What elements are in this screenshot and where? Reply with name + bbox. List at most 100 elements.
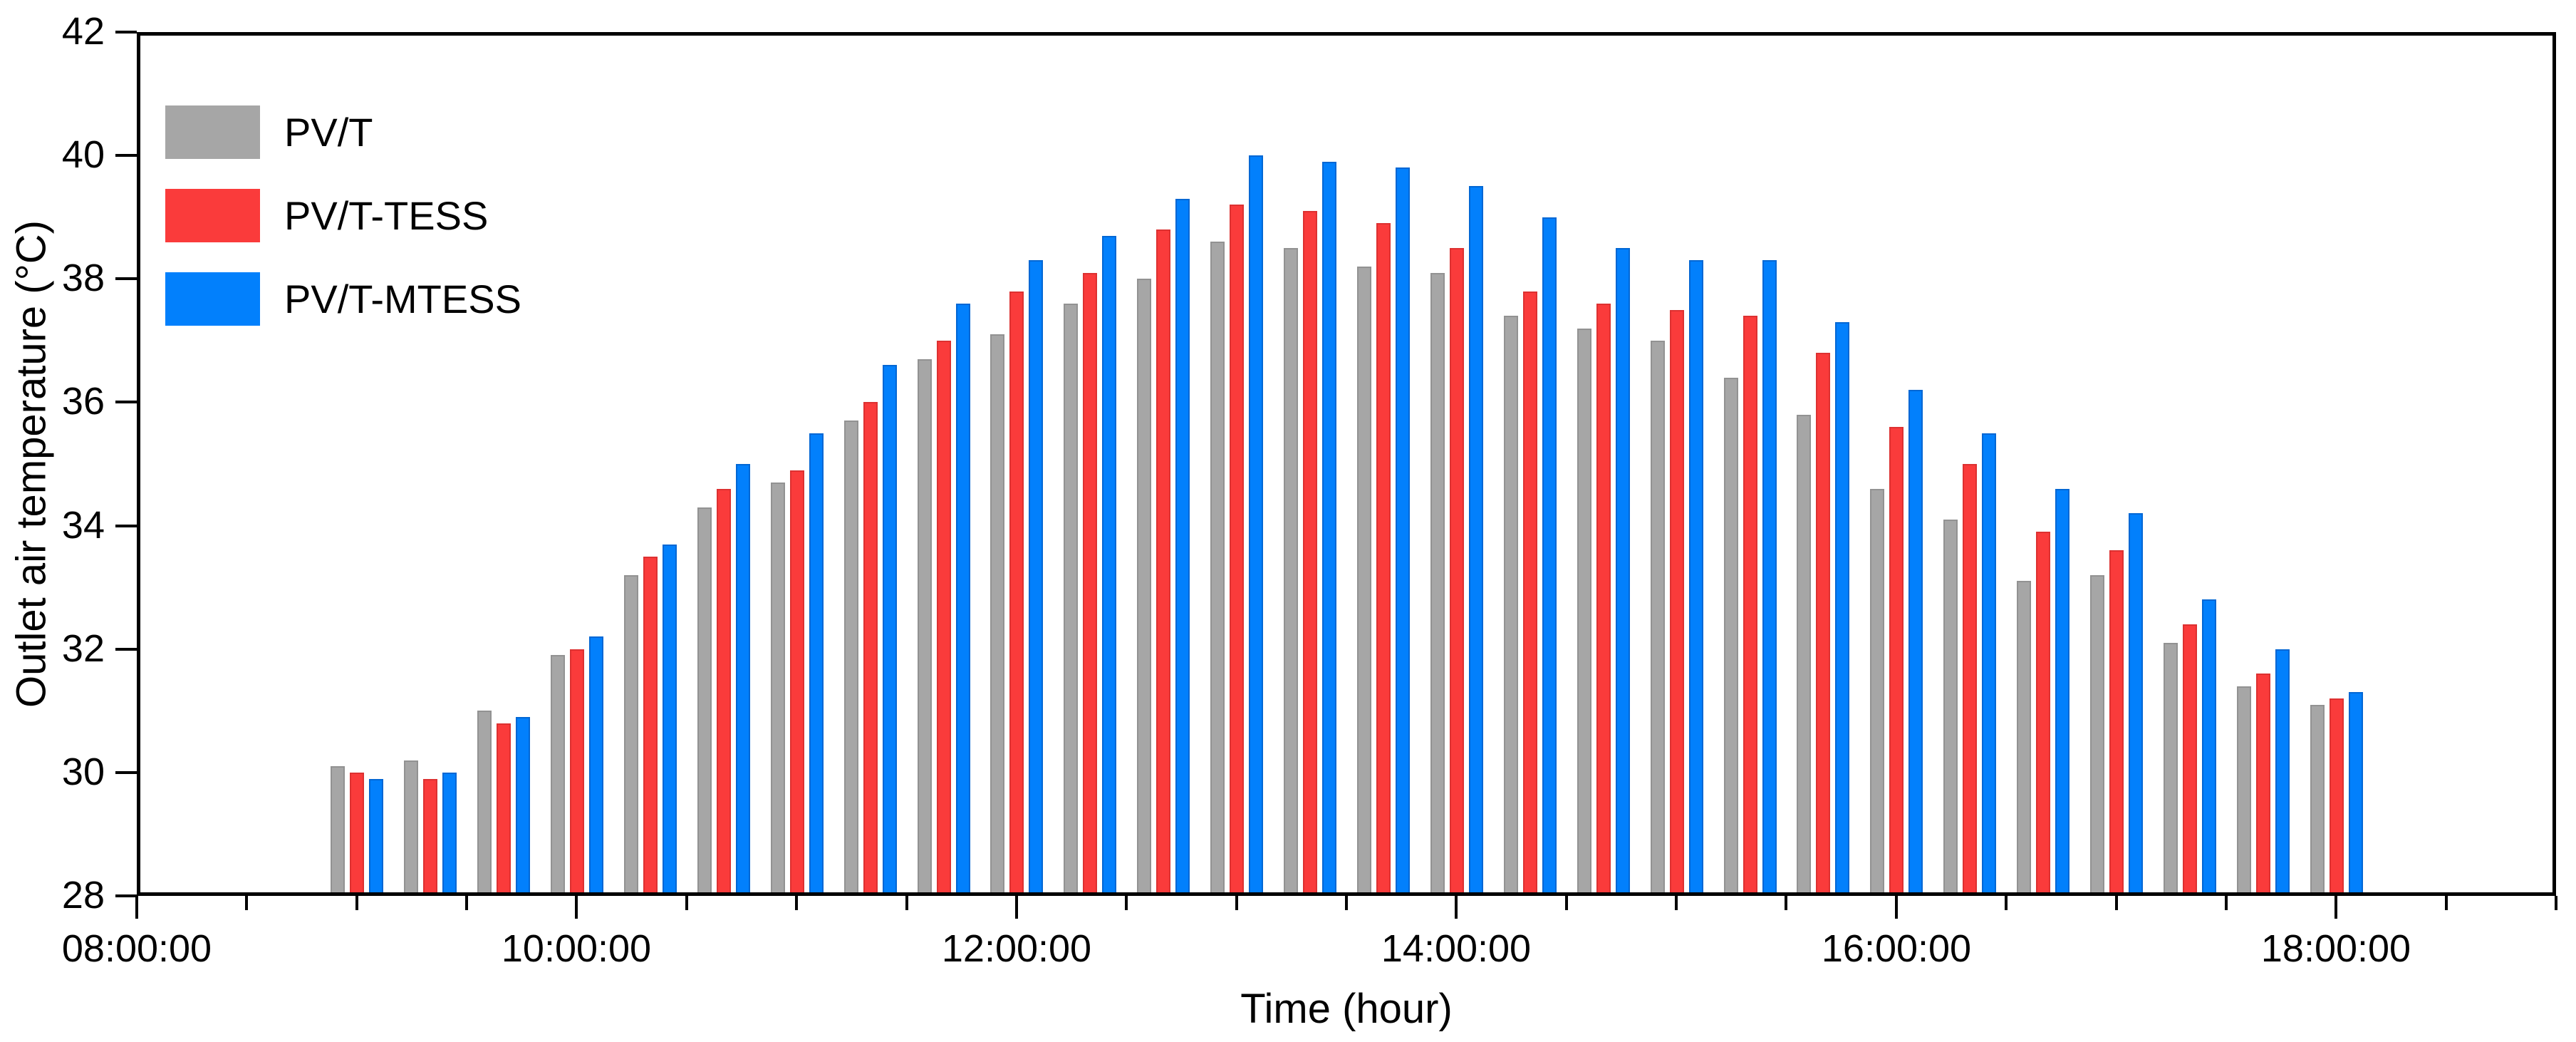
- x-tick-label: 10:00:00: [501, 927, 652, 970]
- bar-pv-t-mtess-14:20: [1542, 217, 1557, 896]
- x-tick-label: 08:00:00: [61, 927, 212, 970]
- bar-pv-t-tess-16:00: [1889, 427, 1904, 896]
- bar-pv-t-mtess-17:20: [2202, 599, 2216, 896]
- legend: PV/T PV/T-TESS PV/T-MTESS: [165, 105, 521, 356]
- bar-pv-t-tess-11:20: [863, 402, 878, 896]
- bar-pv-t-09:40: [477, 711, 492, 896]
- bar-pv-t-14:40: [1577, 329, 1591, 896]
- x-minor-tick: [1675, 896, 1678, 910]
- x-major-tick: [2334, 896, 2337, 919]
- bar-pv-t-mtess-10:40: [736, 464, 750, 896]
- x-major-tick: [575, 896, 578, 919]
- bar-pv-t-tess-18:00: [2330, 698, 2344, 896]
- bar-pv-t-tess-17:40: [2256, 674, 2270, 896]
- bar-pv-t-15:40: [1797, 415, 1811, 896]
- bar-pv-t-mtess-16:20: [1982, 433, 1996, 896]
- x-minor-tick: [685, 896, 688, 910]
- bar-pv-t-16:00: [1870, 489, 1884, 896]
- y-tick-label: 28: [61, 874, 105, 917]
- bar-pv-t-tess-16:20: [1963, 464, 1977, 896]
- bar-pv-t-tess-17:00: [2109, 550, 2124, 896]
- legend-swatch: [165, 105, 260, 159]
- bar-pv-t-tess-09:00: [350, 773, 364, 896]
- x-minor-tick: [2005, 896, 2008, 910]
- bar-pv-t-11:40: [918, 359, 932, 896]
- x-minor-tick: [465, 896, 468, 910]
- bar-pv-t-mtess-09:00: [369, 779, 383, 896]
- bar-pv-t-tess-14:40: [1596, 304, 1611, 896]
- legend-item-pv-t: PV/T: [165, 105, 521, 159]
- bar-pv-t-mtess-15:20: [1762, 260, 1777, 896]
- y-major-tick: [115, 648, 137, 651]
- x-minor-tick: [1235, 896, 1238, 910]
- bar-pv-t-12:20: [1064, 304, 1078, 896]
- bar-pv-t-tess-13:00: [1230, 205, 1244, 896]
- x-tick-label: 18:00:00: [2260, 927, 2411, 970]
- bar-pv-t-mtess-11:00: [809, 433, 824, 896]
- y-tick-label: 42: [61, 10, 105, 53]
- x-minor-tick: [2225, 896, 2228, 910]
- x-major-tick: [1015, 896, 1018, 919]
- bar-pv-t-13:40: [1357, 267, 1371, 896]
- bar-pv-t-tess-10:40: [717, 489, 731, 896]
- bar-pv-t-tess-12:20: [1083, 273, 1097, 896]
- y-major-tick: [115, 31, 137, 33]
- legend-label: PV/T: [284, 110, 373, 155]
- bar-pv-t-17:40: [2237, 686, 2251, 896]
- bar-pv-t-mtess-18:00: [2349, 692, 2363, 896]
- y-tick-label: 38: [61, 257, 105, 299]
- bar-pv-t-mtess-14:00: [1469, 186, 1483, 896]
- legend-label: PV/T-MTESS: [284, 277, 521, 321]
- y-tick-label: 30: [61, 750, 105, 793]
- bar-pv-t-mtess-12:00: [1029, 260, 1043, 896]
- bar-pv-t-mtess-10:00: [589, 636, 603, 896]
- legend-item-pv-t-tess: PV/T-TESS: [165, 189, 521, 242]
- bar-pv-t-tess-12:00: [1009, 292, 1024, 896]
- x-minor-tick: [1345, 896, 1348, 910]
- bar-pv-t-tess-15:20: [1743, 316, 1757, 896]
- bar-pv-t-tess-11:00: [790, 470, 804, 896]
- bar-pv-t-mtess-15:00: [1689, 260, 1703, 896]
- bar-pv-t-mtess-16:40: [2055, 489, 2069, 896]
- bar-pv-t-mtess-09:20: [442, 773, 457, 896]
- x-minor-tick: [2555, 896, 2557, 910]
- legend-label: PV/T-TESS: [284, 193, 489, 238]
- x-minor-tick: [1125, 896, 1128, 910]
- bar-pv-t-14:00: [1430, 273, 1445, 896]
- bar-pv-t-15:20: [1724, 378, 1738, 896]
- x-major-tick: [135, 896, 138, 919]
- x-tick-label: 12:00:00: [941, 927, 1092, 970]
- x-minor-tick: [905, 896, 908, 910]
- x-tick-label: 16:00:00: [1821, 927, 1972, 970]
- bar-pv-t-10:40: [697, 507, 712, 896]
- x-minor-tick: [2115, 896, 2118, 910]
- bar-pv-t-17:20: [2164, 643, 2178, 896]
- x-axis-title: Time (hour): [1240, 986, 1453, 1032]
- bar-pv-t-mtess-11:20: [883, 365, 897, 896]
- bar-pv-t-tess-10:20: [643, 557, 658, 896]
- bar-pv-t-10:20: [624, 575, 638, 896]
- bar-pv-t-tess-15:40: [1816, 353, 1830, 896]
- bar-pv-t-mtess-13:40: [1396, 167, 1410, 896]
- bar-pv-t-18:00: [2310, 705, 2325, 896]
- bar-pv-t-mtess-13:00: [1249, 155, 1263, 896]
- bar-pv-t-14:20: [1504, 316, 1518, 896]
- bar-pv-t-mtess-13:20: [1322, 162, 1336, 896]
- bar-pv-t-tess-11:40: [937, 341, 951, 896]
- bar-pv-t-mtess-17:40: [2275, 649, 2290, 896]
- legend-swatch: [165, 272, 260, 326]
- x-major-tick: [1455, 896, 1458, 919]
- bar-pv-t-16:20: [1943, 520, 1958, 896]
- bar-pv-t-tess-10:00: [570, 649, 584, 896]
- x-major-tick: [1895, 896, 1898, 919]
- bar-pv-t-17:00: [2090, 575, 2104, 896]
- x-minor-tick: [245, 896, 248, 910]
- y-tick-label: 40: [61, 133, 105, 176]
- y-major-tick: [115, 525, 137, 527]
- bar-pv-t-09:00: [331, 766, 345, 896]
- bar-pv-t-mtess-17:00: [2129, 513, 2143, 896]
- legend-swatch: [165, 189, 260, 242]
- bar-pv-t-12:40: [1137, 279, 1151, 896]
- x-minor-tick: [1565, 896, 1568, 910]
- bar-pv-t-mtess-14:40: [1616, 248, 1630, 896]
